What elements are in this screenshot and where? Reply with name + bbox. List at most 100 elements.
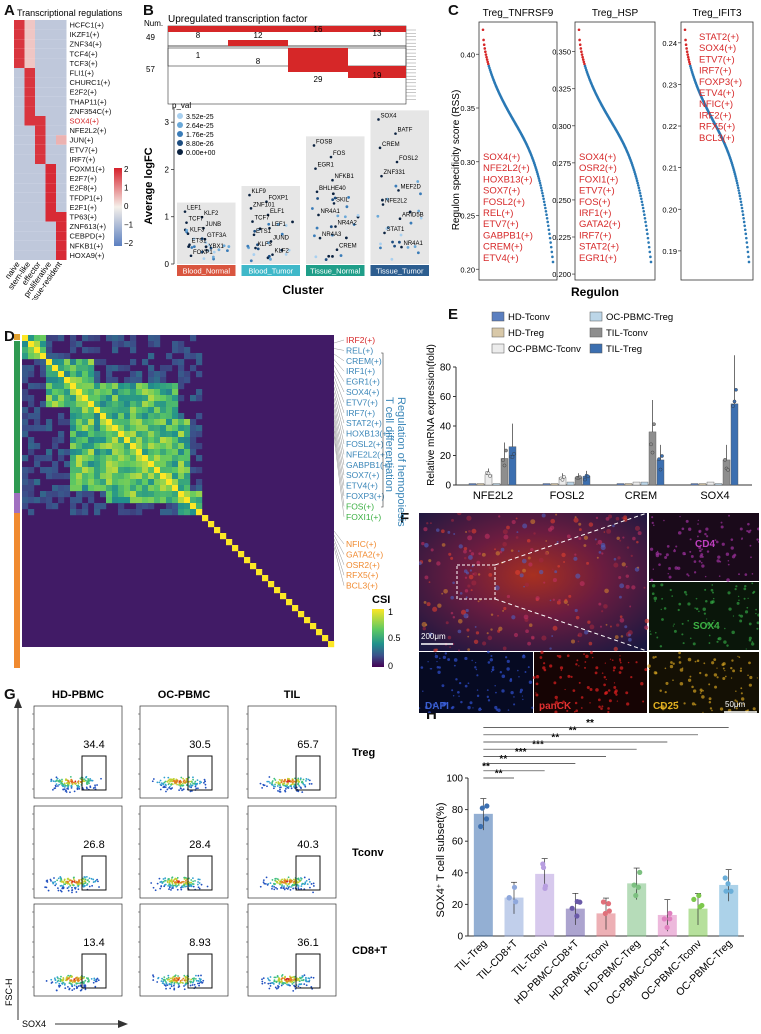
heatmap-cell (35, 231, 46, 241)
flow-plot (33, 903, 123, 997)
heatmap-cell (14, 87, 25, 97)
csi-cell (136, 437, 143, 444)
e-bar (500, 458, 509, 486)
gene-label: MEF2D (401, 184, 422, 190)
b-legend-value: 2.64e-25 (186, 123, 214, 130)
heatmap-cell (45, 192, 56, 203)
dot (280, 232, 284, 236)
dot (185, 228, 189, 232)
csi-cell (130, 449, 137, 456)
heatmap-cell (14, 39, 25, 49)
csi-cell (52, 491, 59, 498)
csi-cell (76, 377, 83, 384)
csi-cell (52, 395, 59, 402)
heatmap-cell (14, 240, 25, 251)
csi-cell (148, 449, 155, 456)
heatmap-cell (56, 116, 67, 126)
cluster-strip (241, 265, 300, 276)
csi-cell (136, 443, 143, 450)
rss-point (740, 206, 744, 210)
csi-cell (22, 419, 29, 426)
gene-label: KLF9 (252, 189, 267, 195)
csi-cell (172, 473, 179, 480)
heatmap-cell (24, 68, 35, 78)
csi-cell (130, 419, 137, 426)
rss-point (635, 179, 639, 183)
csi-cell (154, 461, 161, 468)
csi-cell (130, 443, 137, 450)
heatmap-cell (35, 68, 46, 78)
rss-point (738, 191, 741, 195)
csi-cell (106, 497, 113, 504)
csi-cell (124, 389, 131, 396)
rss-point (646, 236, 650, 240)
csi-cell (256, 569, 263, 576)
gene-label: BHLHE40 (319, 186, 346, 192)
csi-cell (160, 395, 167, 402)
h-ytick: 0 (457, 932, 463, 943)
csi-cell (70, 377, 77, 384)
heatmap-cell (35, 106, 46, 116)
csi-cell (52, 359, 59, 366)
dot (329, 225, 333, 229)
dot (331, 254, 334, 258)
heatmap-cell (45, 58, 56, 68)
csi-cell (178, 509, 185, 516)
rss-point (740, 203, 743, 207)
h-point (483, 816, 490, 822)
heatmap-cell (45, 231, 56, 241)
csi-cell (166, 425, 173, 432)
rss-label: ETV7(+) (579, 186, 615, 197)
csi-cell (118, 473, 125, 480)
csi-cell (172, 461, 179, 468)
gene-label: NR4A1 (404, 241, 424, 247)
csi-cell (130, 341, 137, 348)
csi-cell (148, 353, 155, 360)
csi-cell (166, 401, 173, 408)
csi-cell (178, 371, 185, 378)
csi-cell (172, 443, 179, 450)
rss-ytick: 0.300 (552, 122, 571, 131)
panel-f: 200μm CD4 SOX4 DAPI panCK CD25 50μm (418, 510, 761, 715)
csi-regulon-label: GABPB1(+) (346, 460, 391, 470)
csi-cell (106, 395, 113, 402)
csi-cell (154, 497, 161, 504)
rss-point (689, 64, 692, 68)
rss-point (747, 255, 750, 259)
csi-cell (70, 419, 77, 426)
rss-subplot-title: Treg_IFIT3 (692, 8, 742, 19)
csi-cell (136, 413, 143, 420)
dot (253, 229, 257, 233)
csi-cell (58, 485, 65, 492)
csi-cell (160, 437, 167, 444)
g-row-title: CD8+T (352, 945, 387, 957)
csi-cell (64, 461, 71, 468)
csi-cell (22, 467, 29, 474)
csi-cell (124, 455, 131, 462)
csi-cell (148, 455, 155, 462)
csi-cell (22, 431, 29, 438)
csi-cell (82, 407, 89, 414)
csi-cell (22, 455, 29, 462)
csi-cell (70, 389, 77, 396)
rss-point (738, 194, 742, 198)
csi-cell (58, 353, 65, 360)
csi-cell (100, 491, 107, 498)
csi-cell (112, 347, 119, 354)
csi-cell (166, 461, 173, 468)
gene-label: NR4A1 (321, 209, 341, 215)
rss-point (538, 181, 542, 185)
panel-a: Transcriptional regulations HCFC1(+) IKZF… (0, 0, 140, 308)
rss-point (642, 210, 646, 213)
h-bar (473, 813, 493, 937)
csi-cell (124, 341, 131, 348)
csi-cell (130, 395, 137, 402)
csi-regulon-label: FOS(+) (346, 501, 374, 511)
heatmap-cell (14, 164, 25, 174)
csi-cell (118, 401, 125, 408)
rss-label: STAT2(+) (579, 242, 619, 253)
csi-cell (112, 425, 119, 432)
csi-cell (52, 371, 59, 378)
csi-cell (94, 347, 101, 354)
csi-cell (166, 365, 173, 372)
